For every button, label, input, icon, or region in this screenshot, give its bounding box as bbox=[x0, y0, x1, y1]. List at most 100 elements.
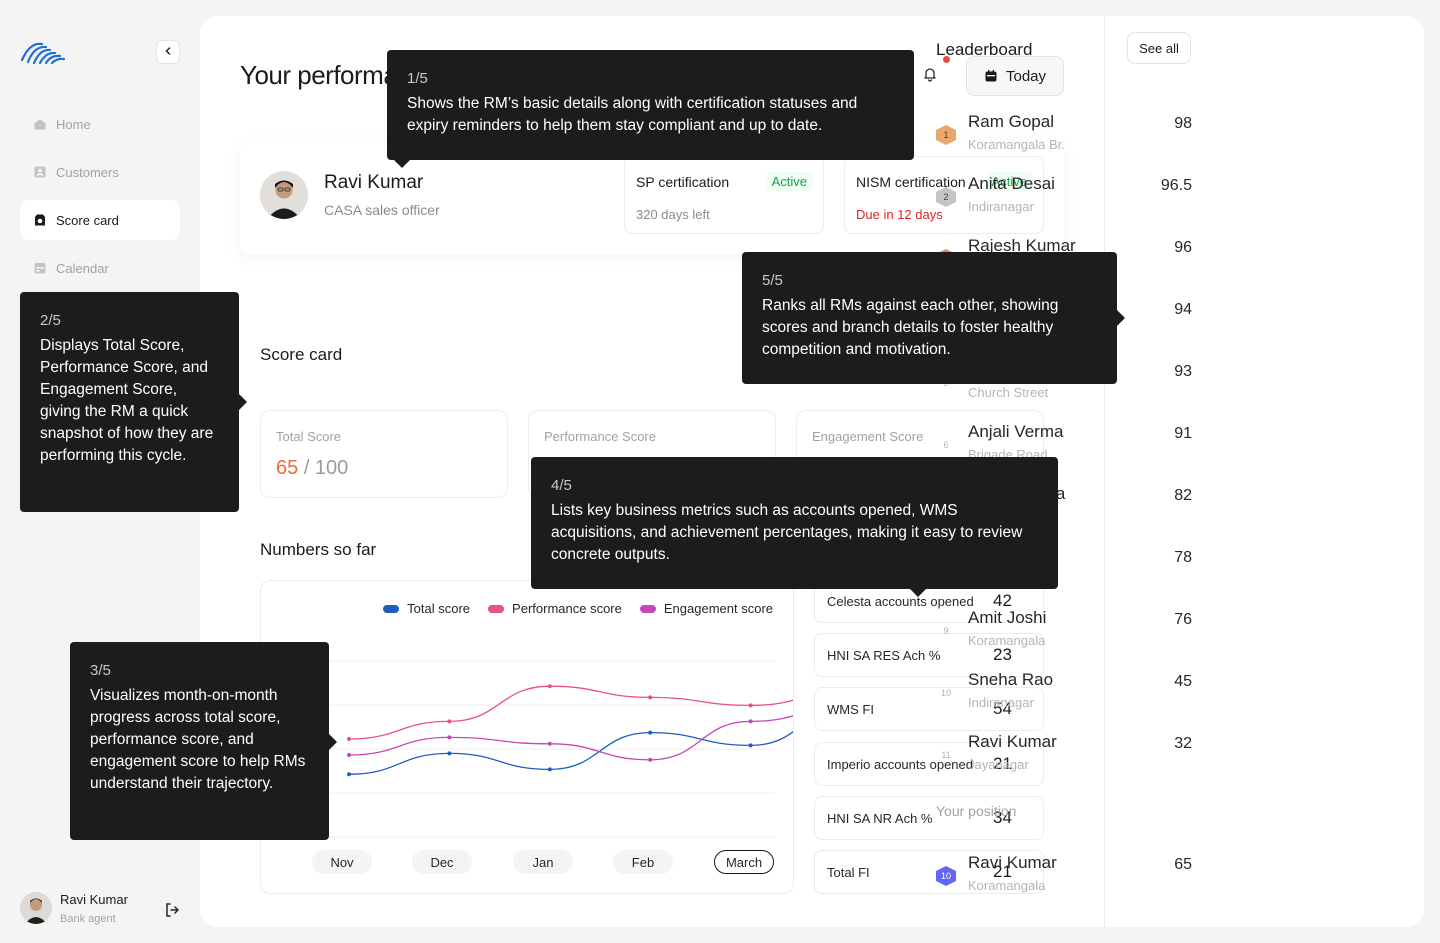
tooltip-step: 1/5 bbox=[407, 70, 428, 87]
legend-engagement-score[interactable]: Engagement score bbox=[639, 601, 773, 616]
bell-icon bbox=[922, 66, 938, 87]
sidebar-item-label: Home bbox=[56, 116, 91, 132]
collapse-sidebar-button[interactable] bbox=[156, 40, 180, 64]
tooltip-step: 5/5 bbox=[762, 272, 783, 289]
data-point[interactable] bbox=[748, 703, 753, 708]
customers-icon bbox=[33, 165, 47, 179]
onboarding-tooltip-2: 2/5 Displays Total Score, Performance Sc… bbox=[20, 292, 247, 512]
metric-total-fi[interactable]: Total FI 21 bbox=[814, 850, 1044, 894]
data-point[interactable] bbox=[347, 737, 351, 741]
rank-badge-icon: 10 bbox=[940, 688, 951, 698]
data-point[interactable] bbox=[547, 767, 552, 772]
tooltip-step: 2/5 bbox=[40, 312, 61, 329]
data-point[interactable] bbox=[447, 751, 452, 756]
tooltip-arrow bbox=[239, 394, 247, 410]
scorecard-title: Score card bbox=[260, 345, 343, 364]
legend-label: Performance score bbox=[512, 601, 622, 616]
status-badge: Active bbox=[765, 172, 813, 191]
metric-imperio-accounts[interactable]: Imperio accounts opened 21 bbox=[814, 742, 1044, 786]
today-button[interactable]: Today bbox=[966, 56, 1064, 96]
score-label: Performance Score bbox=[544, 429, 656, 444]
lb-score: 96 bbox=[1174, 239, 1192, 256]
data-point[interactable] bbox=[547, 684, 552, 689]
legend-swatch bbox=[383, 604, 400, 613]
sidebar-item-score-card[interactable]: Score card bbox=[20, 200, 180, 240]
metric-hni-sa-nr[interactable]: HNI SA NR Ach % 34 bbox=[814, 796, 1044, 840]
your-position-row[interactable]: 10 Ravi Kumar Koramangala 65 bbox=[936, 853, 1192, 901]
metric-hni-sa-res[interactable]: HNI SA RES Ach % 23 bbox=[814, 633, 1044, 677]
profile-name: Ravi Kumar bbox=[324, 172, 424, 193]
leaderboard-row[interactable]: 2 Anita Desai Indiranagar 96.5 bbox=[936, 174, 1192, 222]
tooltip-step: 4/5 bbox=[551, 477, 572, 494]
sidebar-item-calendar[interactable]: Calendar bbox=[20, 248, 180, 288]
data-point[interactable] bbox=[347, 772, 351, 777]
sp-certification-card[interactable]: SP certification Active 320 days left bbox=[624, 156, 824, 234]
sidebar-item-customers[interactable]: Customers bbox=[20, 152, 180, 192]
legend-total-score[interactable]: Total score bbox=[383, 601, 470, 616]
legend-performance-score[interactable]: Performance score bbox=[488, 601, 622, 616]
onboarding-tooltip-3: 3/5 Visualizes month-on-month progress a… bbox=[70, 642, 337, 840]
cert-days-left: 320 days left bbox=[636, 207, 710, 222]
leaderboard-row[interactable]: 9 Amit Joshi Koramangala 76 bbox=[936, 608, 1192, 656]
data-point[interactable] bbox=[447, 735, 452, 740]
data-point[interactable] bbox=[748, 719, 753, 724]
metric-value: 42 bbox=[993, 591, 1012, 610]
see-all-button[interactable]: See all bbox=[1127, 32, 1191, 64]
tooltip-text: Shows the RM’s basic details along with … bbox=[407, 95, 858, 134]
user-role: Bank agent bbox=[60, 913, 116, 925]
rank-badge-icon: 6 bbox=[943, 440, 949, 450]
legend-label: Total score bbox=[407, 601, 471, 616]
sidebar-item-home[interactable]: Home bbox=[20, 104, 180, 144]
data-point[interactable] bbox=[547, 741, 552, 746]
metric-wms-fi[interactable]: WMS FI 54 bbox=[814, 687, 1044, 731]
leaderboard-row[interactable]: 1 Ram Gopal Koramangala Br. 98 bbox=[936, 112, 1192, 160]
calendar-icon bbox=[984, 69, 998, 83]
rank-badge-icon: 9 bbox=[943, 626, 949, 636]
lb-score: 45 bbox=[1174, 673, 1192, 690]
lb-score: 76 bbox=[1174, 611, 1192, 628]
notifications-button[interactable] bbox=[910, 56, 950, 96]
metric-label: Imperio accounts opened bbox=[827, 757, 973, 772]
onboarding-tooltip-4: 4/5 Lists key business metrics such as a… bbox=[531, 457, 1058, 597]
avatar[interactable] bbox=[20, 892, 52, 924]
lb-branch: Koramangala Br. bbox=[968, 137, 1065, 152]
data-point[interactable] bbox=[648, 730, 653, 735]
lb-branch: Jayanagar bbox=[968, 757, 1029, 772]
metric-value: 54 bbox=[993, 699, 1012, 718]
month-tab-feb[interactable]: Feb bbox=[613, 850, 673, 874]
data-point[interactable] bbox=[748, 743, 753, 748]
lb-branch: Koramangala bbox=[968, 633, 1046, 648]
rank-badge-icon: 1 bbox=[936, 125, 956, 145]
brand-logo[interactable] bbox=[20, 38, 66, 66]
month-tab-nov[interactable]: Nov bbox=[312, 850, 372, 874]
data-point[interactable] bbox=[648, 757, 653, 762]
sidebar-item-label: Score card bbox=[56, 212, 119, 228]
tooltip-text: Visualizes month-on-month progress acros… bbox=[90, 687, 306, 792]
cert-title: NISM certification bbox=[856, 174, 966, 190]
rank-badge-icon: 2 bbox=[936, 187, 956, 207]
series-line-performance-score bbox=[348, 685, 793, 740]
month-tab-march[interactable]: March bbox=[714, 850, 774, 874]
lb-score: 78 bbox=[1174, 549, 1192, 566]
month-tab-jan[interactable]: Jan bbox=[513, 850, 573, 874]
data-point[interactable] bbox=[347, 753, 351, 757]
sidebar-user: Ravi Kumar Bank agent bbox=[20, 892, 190, 928]
month-tab-dec[interactable]: Dec bbox=[412, 850, 472, 874]
sidebar-nav: Home Customers Score card Calendar bbox=[20, 104, 180, 296]
data-point[interactable] bbox=[648, 695, 653, 700]
legend-swatch bbox=[488, 604, 505, 613]
onboarding-tooltip-1: 1/5 Shows the RM’s basic details along w… bbox=[387, 50, 914, 168]
calendar-icon bbox=[33, 261, 47, 275]
metric-label: HNI SA RES Ach % bbox=[827, 648, 941, 663]
tooltip-arrow bbox=[394, 160, 410, 168]
leaderboard-row[interactable]: 11 Ravi Kumar Jayanagar 32 bbox=[936, 732, 1192, 780]
total-score-number: 65 bbox=[276, 457, 299, 479]
metric-value: 21 bbox=[993, 754, 1012, 773]
data-point[interactable] bbox=[447, 719, 452, 724]
lb-name: Rajesh Kumar bbox=[968, 236, 1076, 255]
nism-certification-card[interactable]: NISM certification Active Due in 12 days bbox=[844, 156, 1044, 234]
metric-label: HNI SA NR Ach % bbox=[827, 811, 933, 826]
leaderboard-row[interactable]: 10 Sneha Rao Indiranagar 45 bbox=[936, 670, 1192, 718]
logout-icon[interactable] bbox=[163, 901, 181, 919]
avatar bbox=[260, 171, 308, 219]
